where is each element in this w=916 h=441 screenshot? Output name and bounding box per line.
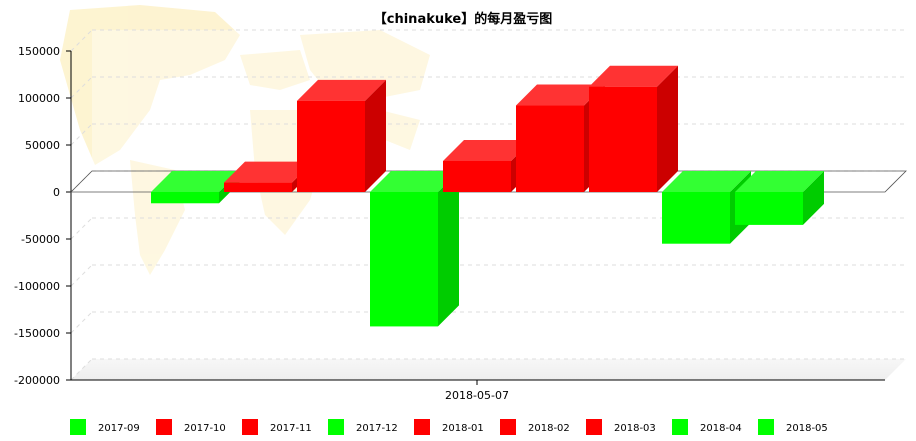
legend-item-2018-02: 2018-02 [500,419,570,435]
gridline-diagonal [70,123,93,146]
legend-item-2018-01: 2018-01 [414,419,484,435]
legend-item-2018-03: 2018-03 [586,419,656,435]
y-tick-label: 50000 [25,139,60,152]
bar-top [224,161,313,183]
gridline-diagonal [70,217,93,240]
plot-floor [71,359,906,380]
legend-label: 2018-01 [442,423,484,434]
legend-swatch [242,419,258,435]
gridline-diagonal [70,311,93,334]
gridline-diagonal [70,76,93,99]
legend-item-2018-04: 2018-04 [672,419,742,435]
bar-top [589,65,678,87]
legend-swatch [672,419,688,435]
gridline-diagonal [70,264,93,287]
legend-label: 2018-02 [528,423,570,434]
legend-swatch [156,419,172,435]
bar-2017-11 [297,79,386,192]
bar-front [224,182,292,192]
bar-front [735,192,803,225]
y-tick-label: -100000 [14,280,60,293]
plot-back-wall [92,30,906,359]
legend-label: 2017-10 [184,423,226,434]
bar-side [438,171,459,327]
bar-side [803,171,824,225]
legend-swatch [758,419,774,435]
legend-swatch [414,419,430,435]
bar-top [297,79,386,101]
y-tick-label: -200000 [14,374,60,387]
gridline-diagonal [70,358,93,381]
bar-front [516,105,584,192]
bar-top [151,171,240,192]
bar-side [657,65,678,192]
y-tick-label: -150000 [14,327,60,340]
bar-2018-03 [589,65,678,192]
bar-front [443,160,511,192]
legend-item-2017-12: 2017-12 [328,419,398,435]
bar-top [516,84,605,106]
gridline-diagonal [70,29,93,52]
legend-swatch [328,419,344,435]
legend-item-2018-05: 2018-05 [758,419,828,435]
legend-label: 2017-12 [356,423,398,434]
legend-label: 2018-03 [614,423,656,434]
bar-top [735,171,824,192]
bar-top [662,171,751,192]
legend-swatch [70,419,86,435]
legend-label: 2017-11 [270,423,312,434]
bar-front [662,192,730,244]
legend-label: 2017-09 [98,423,140,434]
legend-swatch [586,419,602,435]
legend-label: 2018-04 [700,423,742,434]
y-tick-label: 150000 [18,45,60,58]
y-tick-label: 100000 [18,92,60,105]
legend-item-2017-09: 2017-09 [70,419,140,435]
bar-front [151,192,219,204]
y-tick-label: 0 [53,186,60,199]
x-category-label: 2018-05-07 [445,389,509,402]
chart-title: 【chinakuke】的每月盈亏图 [374,11,552,27]
bar-top [370,171,459,192]
legend-label: 2018-05 [786,423,828,434]
bar-front [370,192,438,327]
legend-swatch [500,419,516,435]
bar-front [297,100,365,192]
legend-item-2017-11: 2017-11 [242,419,312,435]
legend-item-2017-10: 2017-10 [156,419,226,435]
bar-front [589,86,657,192]
y-tick-label: -50000 [21,233,60,246]
bar-top [443,139,532,161]
bar-2018-05 [735,171,824,225]
bar-2017-12 [370,171,459,327]
bar-side [365,79,386,192]
